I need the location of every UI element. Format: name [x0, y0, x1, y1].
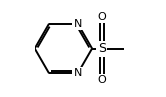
Text: O: O — [97, 75, 106, 85]
Text: N: N — [74, 68, 82, 78]
Text: N: N — [74, 19, 82, 29]
Text: O: O — [97, 12, 106, 22]
Text: S: S — [98, 42, 106, 55]
